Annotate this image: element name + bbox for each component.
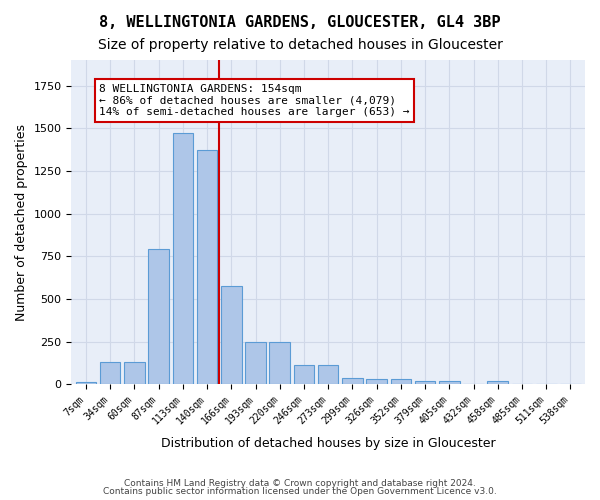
Bar [100, 362, 121, 384]
Bar [245, 342, 266, 384]
Bar [487, 381, 508, 384]
Text: Contains public sector information licensed under the Open Government Licence v3: Contains public sector information licen… [103, 487, 497, 496]
Bar [148, 248, 169, 384]
Text: 8, WELLINGTONIA GARDENS, GLOUCESTER, GL4 3BP: 8, WELLINGTONIA GARDENS, GLOUCESTER, GL4… [99, 15, 501, 30]
Bar [318, 366, 338, 384]
Bar [415, 381, 436, 384]
Text: Size of property relative to detached houses in Gloucester: Size of property relative to detached ho… [98, 38, 502, 52]
Bar [342, 378, 363, 384]
Y-axis label: Number of detached properties: Number of detached properties [15, 124, 28, 320]
Bar [197, 150, 217, 384]
Bar [76, 382, 96, 384]
Bar [439, 381, 460, 384]
Bar [221, 286, 242, 384]
Bar [391, 379, 411, 384]
Bar [269, 342, 290, 384]
X-axis label: Distribution of detached houses by size in Gloucester: Distribution of detached houses by size … [161, 437, 496, 450]
Bar [293, 366, 314, 384]
Bar [367, 379, 387, 384]
Bar [124, 362, 145, 384]
Text: Contains HM Land Registry data © Crown copyright and database right 2024.: Contains HM Land Registry data © Crown c… [124, 478, 476, 488]
Bar [173, 134, 193, 384]
Text: 8 WELLINGTONIA GARDENS: 154sqm
← 86% of detached houses are smaller (4,079)
14% : 8 WELLINGTONIA GARDENS: 154sqm ← 86% of … [99, 84, 410, 117]
